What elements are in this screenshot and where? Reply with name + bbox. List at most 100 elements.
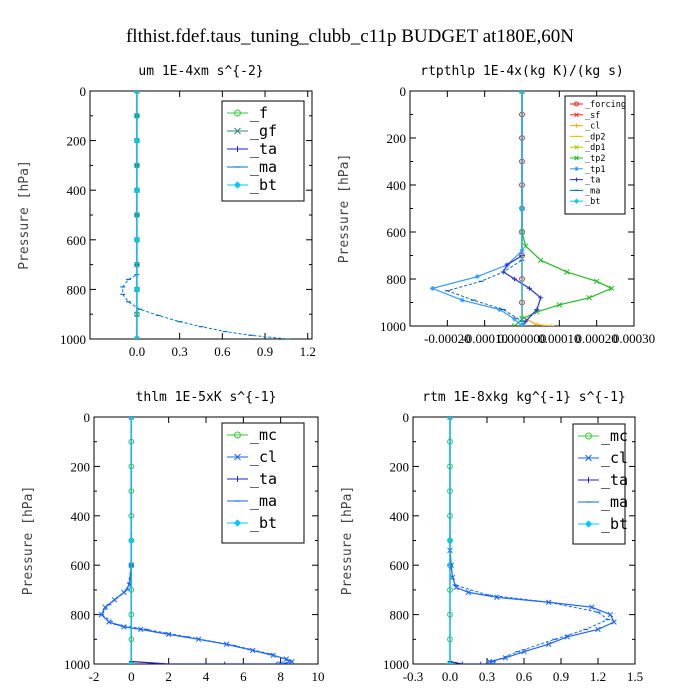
legend: _forcing_sf_cl_dp2_dp1_tp2_tp1_ta_ma_bt bbox=[564, 95, 626, 215]
legend-marker bbox=[234, 431, 241, 439]
data-point bbox=[537, 257, 544, 263]
legend-label: _ta bbox=[250, 470, 277, 488]
legend-marker bbox=[574, 144, 579, 150]
x-tick-label: 1.2 bbox=[300, 344, 316, 359]
x-tick-label: 0.00020 bbox=[576, 331, 618, 346]
legend-label: _ma bbox=[585, 186, 600, 196]
series-line-ma bbox=[445, 91, 523, 322]
data-point bbox=[538, 295, 544, 301]
figure-title: flthist.fdef.taus_tuning_clubb_c11p BUDG… bbox=[126, 26, 574, 47]
y-tick-label: 400 bbox=[387, 178, 407, 193]
data-point bbox=[249, 647, 256, 654]
x-tick-label: 0.0 bbox=[442, 669, 458, 684]
data-point bbox=[474, 274, 480, 280]
data-point bbox=[166, 661, 172, 664]
legend-label: _cl bbox=[585, 122, 600, 132]
legend-marker bbox=[233, 519, 242, 527]
data-point bbox=[128, 417, 135, 420]
data-point bbox=[128, 537, 135, 544]
series-line-cl bbox=[521, 91, 552, 326]
legend-marker bbox=[574, 112, 579, 118]
data-point bbox=[465, 589, 472, 596]
data-point bbox=[430, 286, 435, 291]
data-point bbox=[133, 137, 140, 144]
legend-label: _dp1 bbox=[585, 143, 605, 153]
series-group bbox=[447, 417, 617, 664]
data-point bbox=[449, 574, 456, 581]
y-tick-label: 1000 bbox=[64, 657, 90, 672]
y-tick-label: 200 bbox=[387, 131, 407, 146]
legend-label: _bt bbox=[585, 197, 600, 207]
data-point bbox=[589, 604, 595, 610]
panel-title: thlm 1E-5xK s^{-1} bbox=[136, 390, 277, 405]
legend-label: _ta bbox=[250, 140, 277, 158]
data-point bbox=[165, 631, 172, 638]
y-axis-label: Pressure [hPa] bbox=[17, 160, 32, 270]
data-point bbox=[611, 619, 617, 625]
x-tick-label: 0 bbox=[128, 669, 135, 684]
legend-marker bbox=[585, 432, 592, 440]
legend-marker bbox=[574, 123, 579, 128]
data-point bbox=[556, 302, 563, 308]
legend-marker bbox=[574, 177, 579, 182]
legend-marker bbox=[574, 166, 579, 171]
data-point bbox=[121, 624, 127, 630]
y-tick-label: 800 bbox=[67, 282, 87, 297]
legend-label: _f bbox=[250, 104, 268, 122]
legend-marker bbox=[234, 453, 241, 461]
data-point bbox=[608, 285, 615, 292]
y-tick-label: 800 bbox=[387, 272, 407, 287]
x-tick-label: -0.00010 bbox=[461, 331, 508, 346]
data-point bbox=[133, 236, 140, 243]
data-point bbox=[133, 187, 140, 194]
panel-3: thlm 1E-5xK s^{-1} 0 200 400 600 800 1000-2 0 2 4… bbox=[21, 390, 325, 684]
x-tick-label: 8 bbox=[277, 669, 284, 684]
legend-marker bbox=[574, 155, 579, 161]
data-point bbox=[519, 323, 525, 326]
data-point bbox=[459, 297, 465, 303]
series-group bbox=[98, 417, 295, 664]
data-point bbox=[519, 205, 525, 212]
y-tick-label: 400 bbox=[67, 183, 87, 198]
data-point bbox=[511, 323, 518, 326]
data-point bbox=[102, 604, 108, 610]
y-tick-label: 200 bbox=[67, 134, 87, 149]
panel-2: rtpthlp 1E-4x(kg K)/(kg s) 0 200 400 600 800 1… bbox=[337, 64, 655, 346]
series-line-tp2 bbox=[514, 91, 614, 326]
y-axis-label: Pressure [hPa] bbox=[337, 154, 352, 264]
series-line-ta bbox=[449, 417, 481, 664]
legend-marker bbox=[574, 101, 579, 107]
x-tick-label: 0.6 bbox=[214, 344, 231, 359]
data-point bbox=[545, 641, 552, 647]
data-point bbox=[274, 661, 280, 664]
series-line-cl bbox=[449, 417, 615, 664]
x-tick-label: -0.3 bbox=[403, 669, 424, 684]
y-tick-label: 1000 bbox=[383, 657, 409, 672]
legend-label: _ta bbox=[585, 176, 600, 186]
series-group bbox=[120, 91, 291, 339]
data-point bbox=[134, 91, 140, 94]
data-point bbox=[134, 336, 140, 339]
x-tick-label: 4 bbox=[203, 669, 210, 684]
legend-marker bbox=[584, 520, 593, 528]
y-axis-label: Pressure [hPa] bbox=[21, 486, 36, 596]
data-point bbox=[497, 307, 502, 312]
series-line-ma bbox=[449, 417, 609, 662]
legend-marker bbox=[234, 146, 241, 152]
data-point bbox=[502, 655, 509, 661]
y-tick-label: 400 bbox=[390, 509, 410, 524]
data-point bbox=[522, 243, 529, 249]
data-point bbox=[586, 295, 592, 301]
data-point bbox=[564, 269, 570, 275]
x-tick-label: -0.00020 bbox=[424, 331, 471, 346]
x-tick-label: 0.0 bbox=[129, 344, 145, 359]
data-point bbox=[595, 626, 601, 633]
legend-label: _mc bbox=[250, 426, 277, 444]
x-tick-label: 2 bbox=[165, 669, 172, 684]
data-point bbox=[223, 641, 230, 647]
data-point bbox=[512, 276, 517, 282]
data-point bbox=[128, 417, 135, 420]
data-point bbox=[486, 658, 493, 664]
legend-label: _tp2 bbox=[585, 154, 605, 164]
